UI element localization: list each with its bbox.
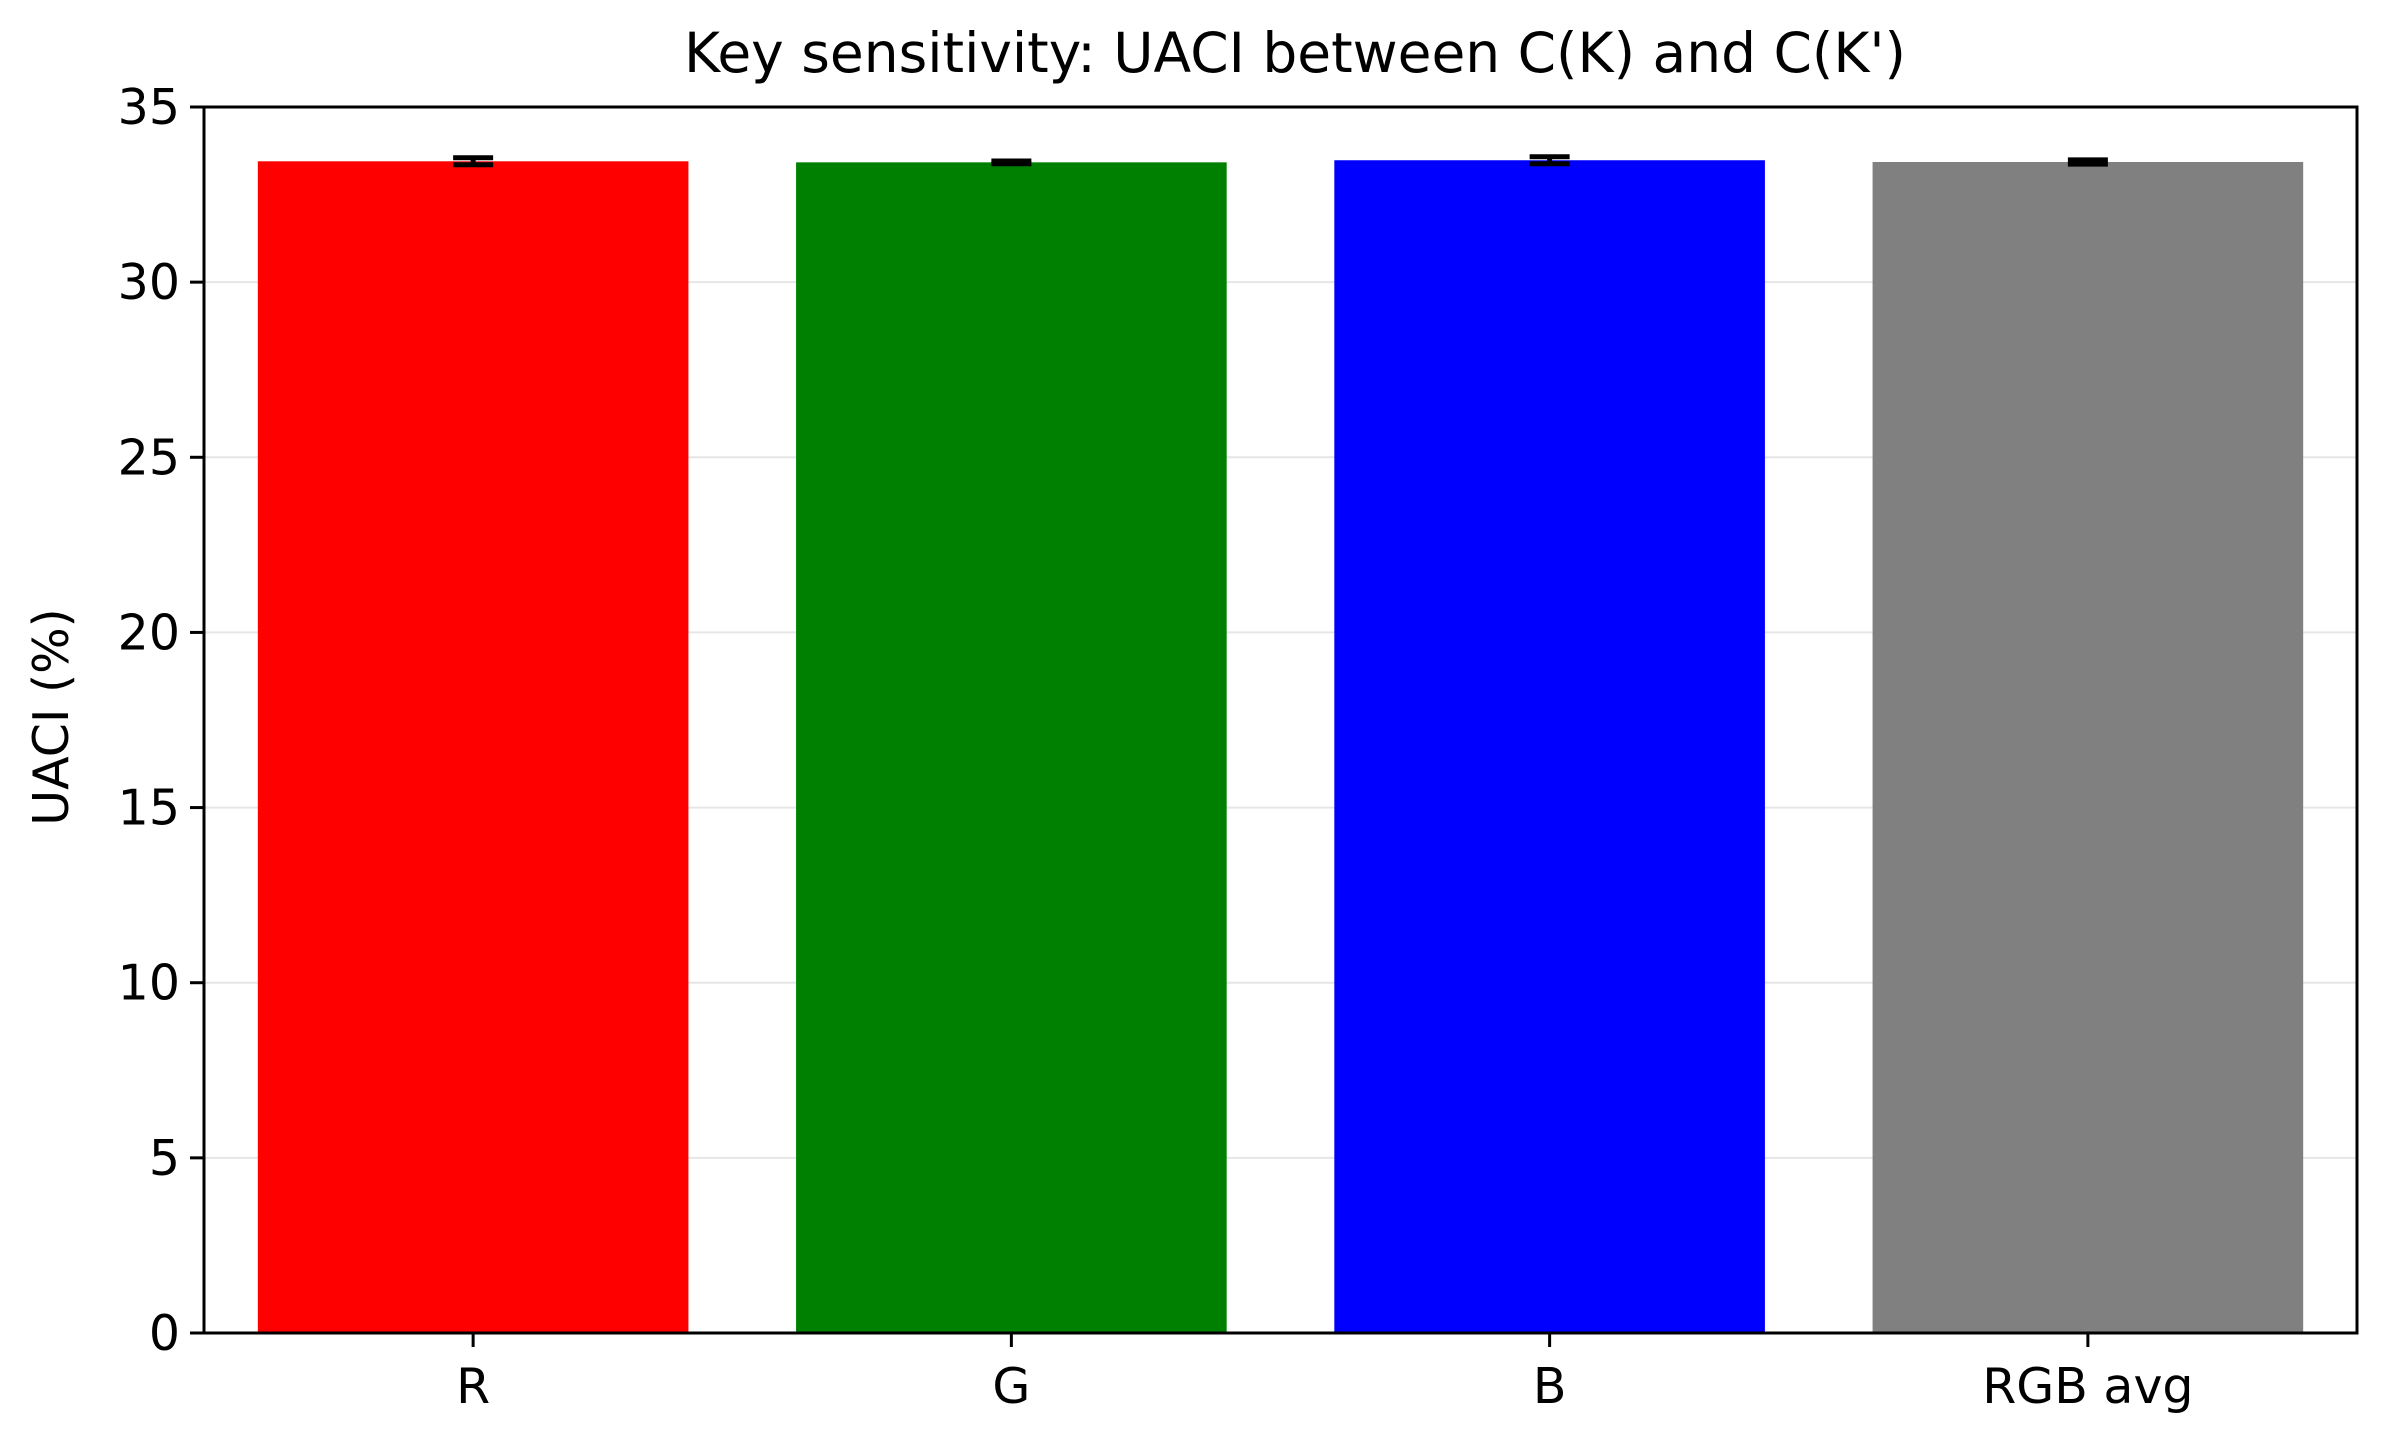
y-tick-label: 15: [118, 780, 180, 837]
y-tick-label: 10: [118, 955, 180, 1012]
x-tick-label: G: [992, 1358, 1030, 1415]
y-tick-label: 30: [118, 254, 180, 311]
error-bars: [453, 154, 2108, 168]
y-tick-label: 5: [149, 1130, 180, 1187]
y-axis-ticks: 0 5 10 15 20 25 30 35: [118, 79, 204, 1362]
chart-title: Key sensitivity: UACI between C(K) and C…: [684, 21, 1906, 85]
y-axis-label: UACI (%): [23, 608, 80, 826]
x-tick-label: R: [456, 1358, 490, 1415]
x-tick-label: RGB avg: [1982, 1358, 2193, 1415]
bar-g: [796, 162, 1227, 1334]
bar-r: [257, 161, 689, 1333]
x-tick-label: B: [1533, 1358, 1567, 1415]
bar-b: [1334, 160, 1765, 1334]
y-tick-label: 35: [118, 79, 180, 136]
plot-frame: [202, 105, 2359, 1335]
bar-rgb-avg: [1872, 161, 2304, 1333]
y-tick-label: 25: [118, 429, 180, 486]
y-tick-label: 20: [118, 604, 180, 661]
x-axis-ticks: R G B RGB avg: [456, 1333, 2194, 1415]
bars: [257, 160, 2304, 1334]
y-tick-label: 0: [149, 1305, 180, 1362]
